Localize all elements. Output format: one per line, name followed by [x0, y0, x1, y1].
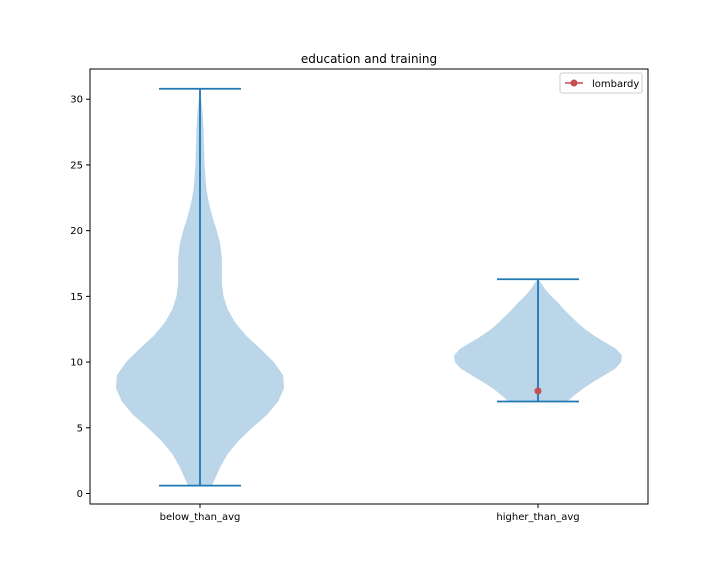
- legend: lombardy: [559, 72, 643, 94]
- y-axis: 0 5 10 15 20 25 30: [70, 95, 90, 500]
- x-axis: below_than_avg higher_than_avg: [160, 504, 580, 523]
- marker-layer: [534, 387, 542, 395]
- y-tick-label: 5: [77, 423, 83, 434]
- chart-title: education and training: [301, 52, 437, 66]
- violins-group: [116, 87, 622, 487]
- x-tick-label: higher_than_avg: [496, 512, 579, 523]
- y-tick-label: 15: [70, 292, 83, 303]
- y-tick-label: 20: [70, 226, 83, 237]
- y-tick-label: 25: [70, 160, 83, 171]
- plot-frame: [89, 68, 649, 505]
- marker-point-lombardy: [534, 387, 542, 395]
- legend-box: [559, 72, 643, 94]
- legend-marker-icon: [570, 79, 578, 87]
- y-tick-label: 0: [77, 489, 83, 500]
- y-tick-label: 10: [70, 358, 83, 369]
- x-tick-label: below_than_avg: [160, 512, 241, 523]
- legend-label: lombardy: [592, 79, 639, 90]
- y-tick-label: 30: [70, 95, 83, 106]
